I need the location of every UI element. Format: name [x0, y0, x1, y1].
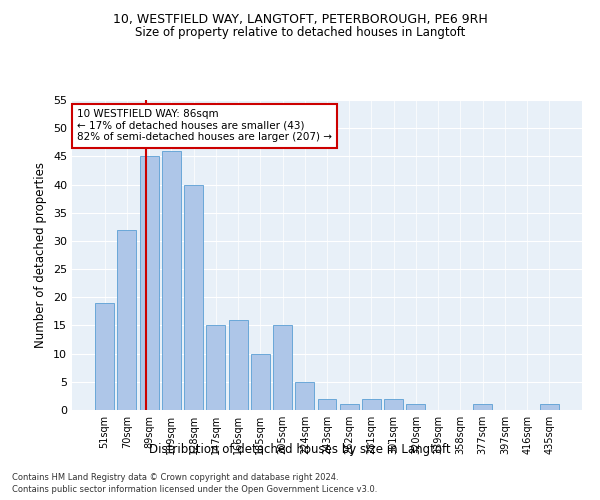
Bar — [184, 184, 203, 410]
Bar — [340, 404, 359, 410]
Bar — [273, 326, 292, 410]
Bar — [384, 398, 403, 410]
Text: Distribution of detached houses by size in Langtoft: Distribution of detached houses by size … — [149, 442, 451, 456]
Y-axis label: Number of detached properties: Number of detached properties — [34, 162, 47, 348]
Bar — [95, 303, 114, 410]
Bar — [406, 404, 425, 410]
Text: Contains public sector information licensed under the Open Government Licence v3: Contains public sector information licen… — [12, 485, 377, 494]
Bar — [251, 354, 270, 410]
Bar — [140, 156, 158, 410]
Text: 10, WESTFIELD WAY, LANGTOFT, PETERBOROUGH, PE6 9RH: 10, WESTFIELD WAY, LANGTOFT, PETERBOROUG… — [113, 12, 487, 26]
Bar — [206, 326, 225, 410]
Bar — [473, 404, 492, 410]
Bar — [229, 320, 248, 410]
Bar — [362, 398, 381, 410]
Bar — [540, 404, 559, 410]
Bar — [295, 382, 314, 410]
Bar — [118, 230, 136, 410]
Text: Size of property relative to detached houses in Langtoft: Size of property relative to detached ho… — [135, 26, 465, 39]
Text: 10 WESTFIELD WAY: 86sqm
← 17% of detached houses are smaller (43)
82% of semi-de: 10 WESTFIELD WAY: 86sqm ← 17% of detache… — [77, 110, 332, 142]
Bar — [162, 150, 181, 410]
Text: Contains HM Land Registry data © Crown copyright and database right 2024.: Contains HM Land Registry data © Crown c… — [12, 472, 338, 482]
Bar — [317, 398, 337, 410]
